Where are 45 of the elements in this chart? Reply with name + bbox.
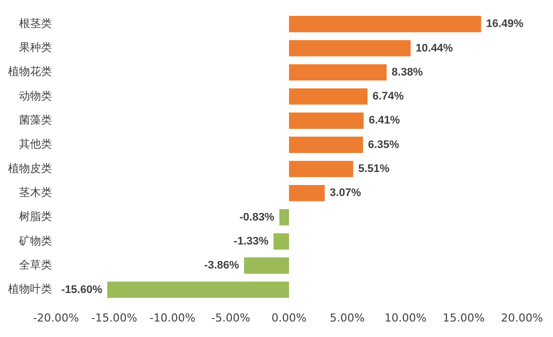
bar (289, 64, 387, 81)
data-label: 6.41% (368, 114, 400, 127)
y-tick-label: 根茎类 (19, 16, 52, 30)
y-tick-label: 动物类 (19, 89, 52, 102)
x-tick-label: 10.00% (384, 311, 426, 324)
y-tick-label: 树脂类 (19, 210, 52, 224)
data-label: 5.51% (358, 163, 390, 176)
y-tick-label: 矿物类 (18, 234, 52, 248)
x-tick-label: 20.00% (501, 311, 544, 324)
data-label: -1.33% (234, 235, 269, 248)
data-label: 6.74% (372, 90, 404, 103)
bar (289, 160, 354, 178)
bar (289, 184, 325, 202)
y-tick-label: 菌藻类 (19, 114, 52, 127)
bar (289, 88, 368, 105)
bar (289, 112, 364, 129)
bar (289, 40, 411, 56)
data-label: 8.38% (392, 66, 424, 78)
bar (289, 136, 363, 153)
bar (107, 282, 290, 298)
data-label: 10.44% (416, 42, 454, 54)
data-label: 6.35% (368, 138, 400, 151)
bar (244, 257, 290, 274)
data-label: -0.83% (239, 211, 275, 224)
y-tick-label: 茎木类 (19, 186, 52, 199)
data-label: 3.07% (330, 187, 362, 200)
y-tick-label: 其他类 (19, 138, 52, 151)
data-label: 16.49% (486, 18, 524, 30)
x-tick-label: -20.00% (33, 311, 79, 324)
x-tick-label: 15.00% (442, 311, 485, 324)
x-tick-label: -10.00% (150, 311, 196, 324)
y-tick-label: 植物花类 (8, 65, 52, 78)
x-tick-label: 0.00% (272, 311, 306, 324)
y-tick-label: 果种类 (19, 41, 52, 54)
y-tick-label: 植物皮类 (8, 162, 52, 175)
bar (279, 209, 290, 226)
data-label: -15.60% (61, 284, 102, 296)
data-label: -3.86% (204, 260, 240, 272)
x-tick-label: 5.00% (330, 311, 365, 324)
x-tick-label: -5.00% (211, 311, 250, 324)
y-tick-label: 全草类 (19, 258, 52, 272)
bar (289, 16, 482, 32)
bar (274, 233, 290, 250)
x-tick-label: -15.00% (91, 311, 138, 324)
y-tick-label: 植物叶类 (8, 282, 52, 296)
